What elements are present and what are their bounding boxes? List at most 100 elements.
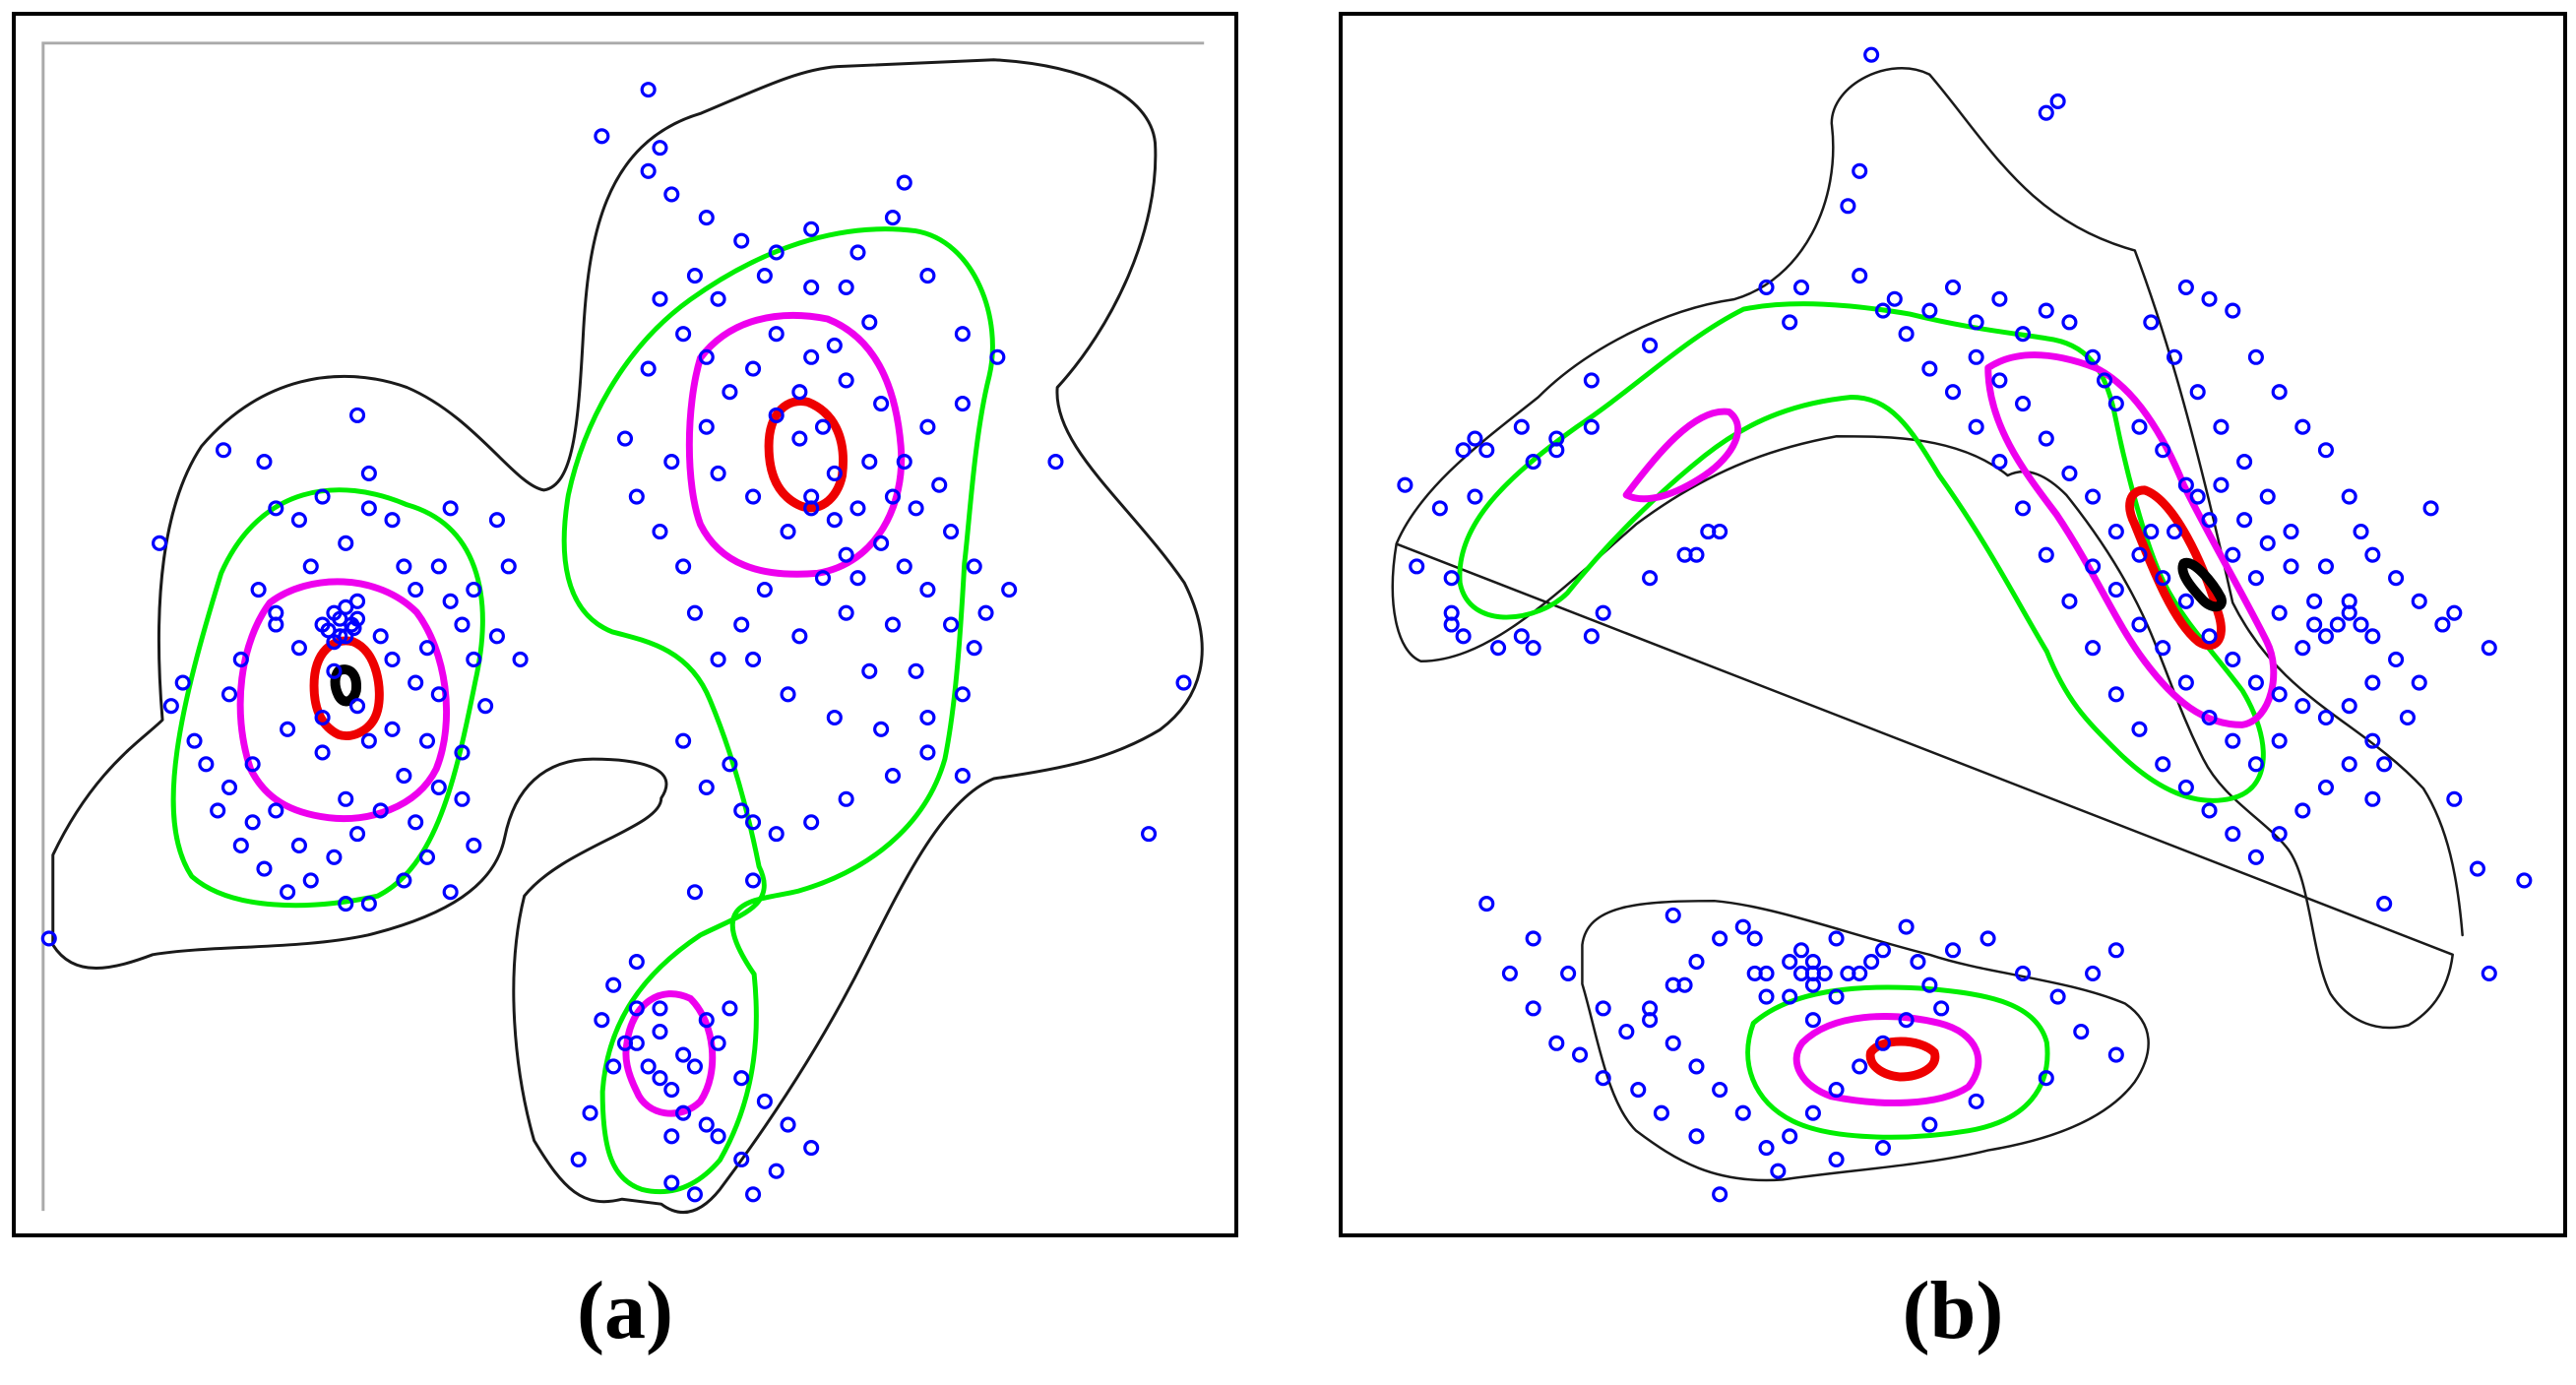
sample-point-78 bbox=[2434, 616, 2451, 633]
sample-point-36 bbox=[302, 872, 319, 889]
sample-point-114 bbox=[616, 430, 634, 447]
sample-point-17 bbox=[1467, 488, 1483, 505]
sample-point-35 bbox=[1782, 314, 1798, 331]
sample-point-146 bbox=[2446, 604, 2463, 621]
sample-point-203 bbox=[686, 1186, 703, 1203]
sample-point-28 bbox=[488, 628, 505, 645]
sample-point-210 bbox=[1653, 1104, 1669, 1121]
sample-point-215 bbox=[675, 1104, 692, 1121]
sample-point-210 bbox=[675, 1046, 692, 1063]
sample-point-144 bbox=[2353, 616, 2369, 633]
sample-point-5 bbox=[2038, 104, 2054, 121]
sample-point-182 bbox=[1688, 1058, 1705, 1075]
sample-point-75 bbox=[290, 512, 307, 529]
sample-point-177 bbox=[1804, 1104, 1821, 1121]
sample-point-208 bbox=[1712, 1186, 1728, 1203]
sample-point-161 bbox=[814, 418, 832, 435]
sample-point-211 bbox=[1630, 1081, 1647, 1099]
sample-point-145 bbox=[2422, 500, 2439, 517]
sample-point-183 bbox=[675, 732, 692, 749]
sample-point-125 bbox=[849, 500, 866, 517]
sample-point-20 bbox=[372, 628, 389, 645]
sample-point-38 bbox=[256, 860, 273, 877]
sample-point-104 bbox=[873, 396, 890, 412]
panel-b-letter: b bbox=[1929, 1265, 1977, 1356]
sample-point-188 bbox=[1525, 1000, 1541, 1017]
sample-point-124 bbox=[2271, 732, 2288, 749]
sample-point-91 bbox=[2131, 721, 2148, 737]
sample-point-87 bbox=[640, 82, 657, 98]
sample-point-73 bbox=[360, 465, 377, 481]
sample-point-181 bbox=[1712, 1081, 1728, 1099]
sample-point-190 bbox=[1665, 907, 1681, 923]
sample-point-53 bbox=[454, 790, 471, 807]
sample-point-52 bbox=[430, 779, 447, 795]
sample-point-162 bbox=[1688, 954, 1705, 971]
sample-point-23 bbox=[418, 640, 436, 657]
sample-point-101 bbox=[1898, 326, 1915, 343]
sample-point-166 bbox=[1782, 988, 1798, 1005]
sample-point-151 bbox=[710, 290, 726, 307]
sample-point-84 bbox=[349, 610, 366, 627]
sample-point-37 bbox=[1852, 268, 1868, 284]
sample-point-70 bbox=[488, 512, 505, 529]
sample-point-41 bbox=[1968, 314, 1984, 331]
sample-point-213 bbox=[652, 1000, 668, 1017]
sample-point-121 bbox=[756, 581, 773, 598]
sample-point-103 bbox=[1968, 348, 1984, 365]
sample-point-170 bbox=[1001, 581, 1018, 598]
sample-point-60 bbox=[2259, 488, 2276, 505]
sample-point-46 bbox=[232, 651, 249, 668]
sample-point-132 bbox=[2085, 558, 2102, 575]
sample-point-110 bbox=[2131, 546, 2148, 563]
sample-point-134 bbox=[2167, 523, 2183, 540]
sample-point-197 bbox=[1979, 930, 1996, 947]
sample-point-48 bbox=[314, 709, 331, 726]
sample-point-62 bbox=[244, 814, 261, 831]
sample-point-57 bbox=[396, 872, 412, 889]
sample-point-59 bbox=[2283, 523, 2299, 540]
sample-point-49 bbox=[2131, 418, 2148, 435]
sample-point-200 bbox=[733, 1151, 750, 1167]
sample-point-105 bbox=[838, 372, 854, 389]
sample-point-56 bbox=[418, 849, 436, 865]
sample-point-205 bbox=[570, 1151, 587, 1167]
sample-point-121 bbox=[2388, 651, 2405, 668]
sample-point-116 bbox=[652, 523, 668, 540]
sample-point-1 bbox=[40, 930, 57, 947]
sample-point-169 bbox=[977, 604, 994, 621]
sample-point-37 bbox=[280, 884, 296, 901]
sample-point-67 bbox=[2201, 290, 2218, 307]
sample-point-8 bbox=[1583, 372, 1600, 389]
sample-point-148 bbox=[838, 279, 854, 295]
sample-point-92 bbox=[2107, 686, 2124, 703]
sample-point-128 bbox=[919, 581, 936, 598]
sample-point-171 bbox=[1047, 454, 1064, 471]
sample-point-53 bbox=[2225, 546, 2241, 563]
sample-point-126 bbox=[873, 535, 890, 551]
sample-point-93 bbox=[733, 232, 750, 249]
sample-point-11 bbox=[290, 640, 307, 657]
sample-point-129 bbox=[943, 616, 960, 633]
sample-point-211 bbox=[698, 1012, 715, 1029]
sample-point-178 bbox=[803, 814, 820, 831]
sample-point-18 bbox=[1431, 500, 1448, 517]
sample-point-6 bbox=[256, 454, 273, 471]
sample-point-193 bbox=[1828, 930, 1845, 947]
sample-point-10 bbox=[1467, 430, 1483, 447]
panel-a-open-paren: ( bbox=[577, 1265, 604, 1356]
sample-point-85 bbox=[332, 628, 348, 645]
sample-point-99 bbox=[1944, 384, 1962, 401]
sample-point-178 bbox=[1782, 1128, 1798, 1145]
sample-point-50 bbox=[2155, 442, 2171, 459]
panel-a-label: (a) bbox=[477, 1262, 773, 1360]
sample-point-149 bbox=[2376, 756, 2393, 773]
sample-point-58 bbox=[360, 896, 377, 913]
sample-point-55 bbox=[442, 884, 459, 901]
sample-point-126 bbox=[2225, 732, 2241, 749]
sample-point-153 bbox=[2376, 896, 2393, 913]
sample-point-88 bbox=[2201, 802, 2218, 819]
sample-point-96 bbox=[849, 244, 866, 261]
sample-point-47 bbox=[2096, 372, 2113, 389]
sample-point-165 bbox=[838, 546, 854, 563]
